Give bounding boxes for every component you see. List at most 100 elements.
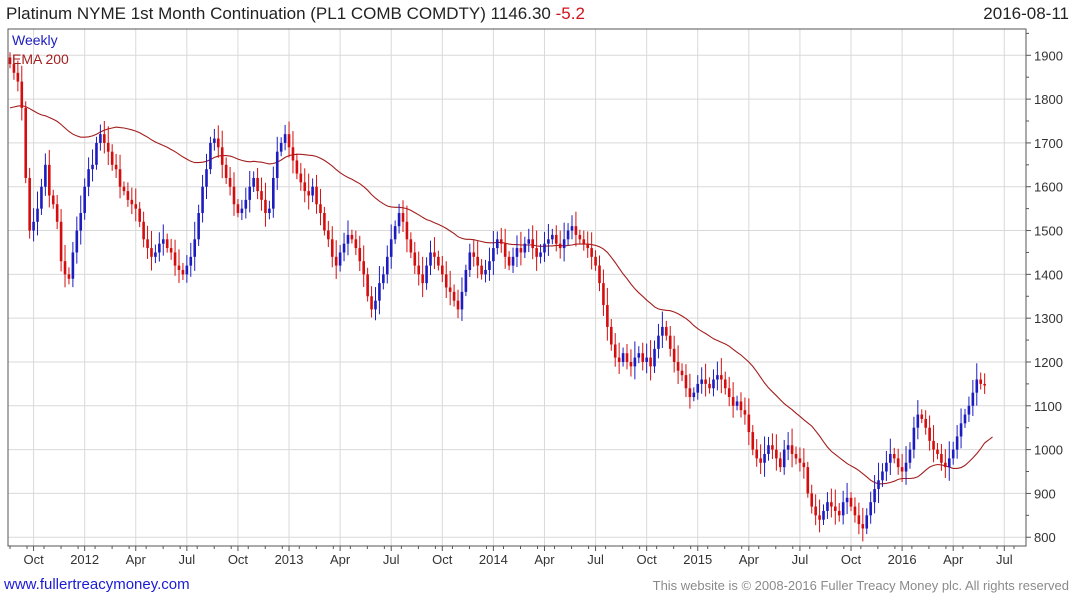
x-tick-label: 2014 (479, 552, 508, 567)
candle-body (342, 243, 346, 253)
candle-body (881, 471, 884, 481)
candle-body (657, 335, 660, 349)
candle-body (849, 497, 853, 507)
candle-body (248, 186, 252, 200)
candle-body (908, 449, 912, 463)
candle-body (283, 134, 287, 143)
candle-body (216, 138, 220, 148)
candle-body (264, 199, 267, 214)
legend-ema: EMA 200 (12, 51, 69, 67)
site-link[interactable]: www.fullertreacymoney.com (4, 576, 190, 593)
candle-body (778, 458, 782, 468)
candle-body (751, 432, 755, 450)
candle-body (295, 160, 299, 174)
candle-body (138, 208, 141, 222)
candle-body (114, 164, 118, 170)
candle-body (558, 243, 562, 249)
candle-body (798, 458, 802, 463)
x-tick-label: 2012 (70, 552, 99, 567)
candle-body (912, 427, 916, 450)
candle-body (181, 269, 185, 275)
candle-body (716, 375, 719, 380)
candle-body (763, 453, 766, 463)
candle-body (723, 379, 727, 389)
candle-body (36, 208, 39, 222)
candle-body (841, 502, 845, 516)
y-tick-label: 1900 (1034, 48, 1063, 63)
candle-body (531, 239, 534, 249)
candle-body (338, 252, 342, 266)
y-tick-label: 1600 (1034, 180, 1063, 195)
candle-body (303, 182, 307, 192)
candle-body (142, 221, 145, 240)
candle-body (665, 326, 668, 336)
candle-body (794, 453, 798, 459)
candle-body (460, 291, 464, 310)
candle-body (173, 252, 177, 266)
candle-body (625, 353, 629, 362)
candle-body (704, 379, 707, 384)
ema-200-line (9, 105, 993, 485)
candle-body (213, 138, 216, 143)
candle-body (488, 261, 491, 270)
candle-body (315, 186, 318, 205)
x-tick-label: Jul (587, 552, 604, 567)
candle-body (613, 344, 617, 358)
candle-body (645, 357, 648, 362)
candle-body (727, 388, 731, 398)
candle-body (452, 291, 456, 301)
candle-body (535, 248, 538, 257)
candle-body (327, 230, 330, 240)
x-tick-label: 2015 (683, 552, 712, 567)
candle-body (252, 177, 255, 187)
plot-frame (7, 28, 1027, 547)
x-tick-label: Apr (739, 552, 760, 567)
candle-body (869, 502, 872, 516)
candle-body (688, 388, 692, 398)
candle-body (609, 326, 613, 345)
candle-body (480, 265, 483, 275)
candle-body (354, 239, 358, 249)
candle-body (900, 467, 904, 472)
copyright-notice: This website is © 2008-2016 Fuller Treac… (652, 578, 1069, 593)
candle-body (503, 243, 507, 257)
candle-body (845, 497, 849, 503)
candle-body (566, 230, 570, 240)
candle-body (464, 269, 468, 292)
candle-body (904, 462, 908, 472)
candle-body (598, 265, 601, 284)
y-tick-label: 1700 (1034, 136, 1063, 151)
candle-body (928, 427, 931, 441)
candle-body (496, 239, 499, 249)
candle-body (40, 186, 43, 209)
candle-body (448, 287, 452, 292)
candle-body (606, 305, 609, 327)
candle-body (319, 204, 322, 214)
y-tick-label: 1100 (1034, 399, 1062, 414)
candle-body (834, 506, 837, 511)
candle-body (161, 239, 165, 244)
candle-body (771, 445, 774, 450)
legend-weekly: Weekly (12, 32, 58, 48)
candle-body (543, 243, 546, 253)
candle-body (299, 173, 303, 183)
last-price: 1146.30 (490, 4, 551, 23)
candle-body (519, 248, 523, 253)
candle-body (916, 414, 920, 428)
candle-body (95, 142, 98, 165)
candle-body (983, 383, 986, 386)
candle-body (708, 383, 711, 389)
candle-body (393, 226, 397, 240)
x-tick-label: Oct (637, 552, 658, 567)
candle-body (676, 361, 680, 371)
candle-body (570, 226, 574, 231)
candle-body (154, 252, 157, 257)
candle-body (103, 134, 106, 143)
candle-body (680, 370, 684, 376)
candle-body (110, 151, 114, 165)
candle-body (220, 147, 224, 165)
candle-body (582, 239, 586, 244)
candle-body (747, 414, 751, 433)
candle-body (830, 502, 833, 507)
candle-body (786, 445, 790, 450)
